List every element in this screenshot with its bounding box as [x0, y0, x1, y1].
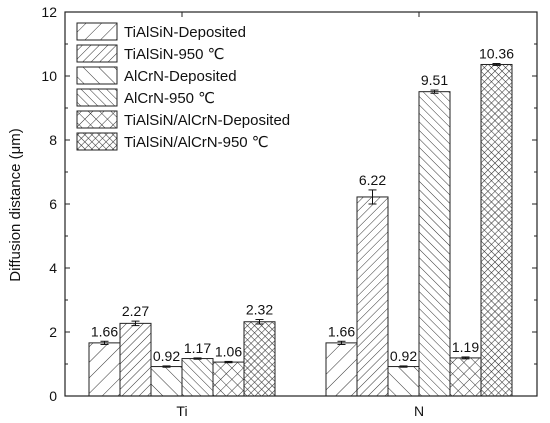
data-label: 0.92	[153, 348, 180, 364]
legend-swatch	[76, 88, 118, 107]
data-label: 1.66	[328, 323, 355, 339]
bar	[150, 366, 183, 397]
data-label: 1.17	[184, 340, 211, 356]
legend-swatch	[76, 22, 118, 41]
legend-swatch	[76, 132, 118, 151]
legend-label: TiAlSiN/AlCrN-Deposited	[124, 112, 290, 129]
legend-swatch	[76, 110, 118, 129]
bar	[449, 357, 482, 397]
legend-label: TiAlSiN-950 ℃	[124, 46, 224, 63]
legend: TiAlSiN-Deposited TiAlSiN-950 ℃ AlCrN-Depo…	[76, 22, 290, 151]
y-tick-label: 10	[41, 68, 57, 84]
data-label: 10.36	[479, 46, 514, 62]
data-label: 2.32	[246, 302, 273, 318]
legend-label: AlCrN-Deposited	[124, 68, 237, 85]
y-tick-label: 4	[49, 260, 57, 276]
bar	[480, 63, 513, 397]
y-tick-label: 8	[49, 132, 57, 148]
bar	[356, 196, 389, 397]
data-label: 1.19	[452, 339, 479, 355]
bar	[88, 342, 121, 397]
y-axis-label: Diffusion distance (μm)	[7, 128, 24, 281]
y-tick-label: 12	[41, 4, 57, 20]
bar	[418, 91, 451, 397]
data-label: 1.06	[215, 343, 242, 359]
x-tick-label: Ti	[176, 403, 187, 419]
legend-swatch	[76, 66, 118, 85]
x-tick-label: N	[414, 403, 424, 419]
axes-group: 0 2 4 6 8 10 12 Ti N	[41, 4, 538, 419]
bar	[387, 366, 420, 397]
data-label: 2.27	[122, 303, 149, 319]
data-label: 9.51	[421, 72, 448, 88]
legend-label: AlCrN-950 ℃	[124, 90, 215, 107]
bar	[212, 361, 245, 397]
data-label: 6.22	[359, 172, 386, 188]
bar	[181, 358, 214, 397]
legend-swatch	[76, 44, 118, 63]
y-tick-label: 0	[49, 388, 57, 404]
y-tick-label: 6	[49, 196, 57, 212]
bar	[325, 342, 358, 397]
data-label: 1.66	[91, 323, 118, 339]
legend-label: TiAlSiN/AlCrN-950 ℃	[124, 134, 269, 151]
bar	[119, 322, 152, 397]
data-label: 0.92	[390, 348, 417, 364]
y-tick-label: 2	[49, 324, 57, 340]
legend-label: TiAlSiN-Deposited	[124, 24, 246, 41]
bar	[243, 321, 276, 397]
